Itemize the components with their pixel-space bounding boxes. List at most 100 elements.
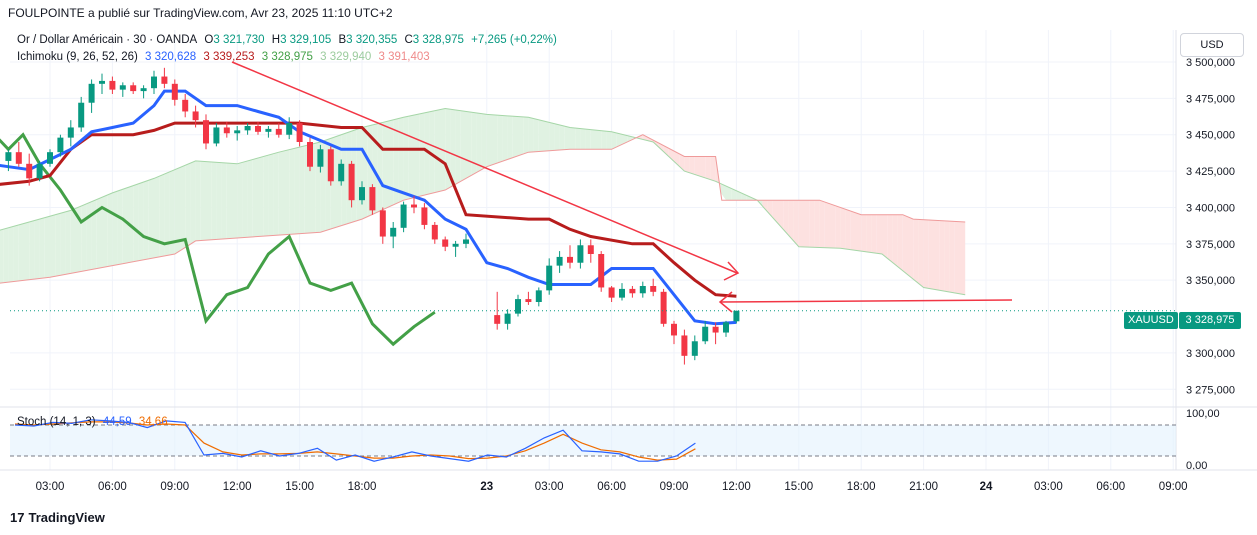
candle-body [47, 152, 53, 164]
cloud-segment [169, 169, 175, 255]
time-tick-label: 09:00 [660, 481, 689, 493]
cloud-segment [190, 160, 196, 245]
cloud-segment [195, 160, 201, 241]
time-tick-label: 09:00 [1159, 481, 1188, 493]
cloud-segment [154, 176, 160, 258]
cloud-segment [273, 152, 279, 236]
candle-body [203, 120, 209, 144]
symbol-name[interactable]: Or / Dollar Américain · 30 · OANDA [17, 34, 198, 46]
cloud-segment [3, 227, 9, 283]
cloud-segment [778, 200, 784, 230]
close-value: 3 328,975 [412, 34, 464, 46]
candle-body [442, 239, 449, 247]
cloud-segment [523, 116, 529, 154]
cloud-segment [710, 156, 716, 182]
cloud-segment [507, 115, 513, 160]
cloud-segment [455, 110, 461, 185]
cloud-segment [835, 205, 841, 249]
cloud-segment [892, 214, 898, 267]
low-value: 3 320,355 [346, 34, 398, 46]
cloud-segment [263, 155, 269, 237]
candle-body [712, 326, 719, 333]
cloud-segment [362, 126, 368, 220]
cloud-segment [538, 119, 544, 152]
cloud-segment [783, 200, 789, 236]
cloud-segment [486, 114, 492, 167]
price-tick-label: 3 400,000 [1186, 202, 1235, 214]
cloud-segment [726, 186, 732, 201]
cloud-segment [164, 171, 170, 256]
cloud-segment [668, 148, 674, 162]
candle-body [244, 126, 251, 131]
symbol-badge: XAUUSD [1124, 312, 1178, 329]
cloud-segment [570, 127, 576, 150]
cloud-segment [564, 126, 570, 150]
cloud-segment [798, 200, 804, 247]
candle-body [660, 291, 667, 324]
cloud-segment [876, 214, 882, 254]
candle-body [67, 127, 74, 138]
ichimoku-legend[interactable]: Ichimoku (9, 26, 52, 26) 3 320,628 3 339… [17, 51, 430, 63]
cloud-segment [861, 214, 867, 252]
price-tick-label: 3 275,000 [1186, 384, 1235, 396]
last-price-badge: 3 328,975 [1179, 312, 1241, 329]
cloud-segment [252, 158, 258, 237]
trend-arrow [231, 61, 738, 274]
price-tick-label: 3 375,000 [1186, 239, 1235, 251]
candle-body [348, 163, 355, 201]
candle-body [15, 152, 22, 164]
cloud-segment [902, 214, 908, 275]
candle-body [99, 80, 105, 84]
candle-body [327, 149, 334, 182]
cloud-segment [559, 124, 565, 150]
cloud-segment [512, 116, 518, 158]
cloud-segment [705, 156, 711, 180]
senkou-span-b [0, 134, 966, 284]
stoch-legend[interactable]: Stoch (14, 1, 3) 44,59 34,66 [17, 416, 168, 428]
candle-body [691, 341, 698, 356]
candle-body [411, 204, 417, 208]
candle-body [338, 163, 345, 182]
cloud-segment [377, 122, 383, 212]
cloud-segment [24, 222, 30, 281]
cloud-segment [689, 156, 695, 175]
candle-body [192, 111, 199, 121]
cloud-segment [388, 119, 394, 208]
cloud-segment [200, 161, 206, 241]
time-tick-label: 18:00 [348, 481, 377, 493]
price-tick-label: 3 450,000 [1186, 130, 1235, 142]
cloud-segment [845, 209, 851, 250]
cloud-segment [237, 162, 243, 238]
tradingview-logo[interactable]: 17 TradingView [10, 510, 105, 525]
ichimoku-name: Ichimoku (9, 26, 52, 26) [17, 51, 138, 63]
cloud-segment [299, 145, 305, 234]
cloud-segment [684, 156, 690, 173]
cloud-segment [934, 220, 940, 291]
candle-body [26, 163, 33, 179]
cloud-segment [554, 123, 560, 151]
cloud-segment [60, 211, 66, 276]
candle-body [255, 126, 261, 132]
cloud-segment [913, 219, 919, 284]
time-tick-label: 21:00 [909, 481, 938, 493]
cloud-segment [908, 216, 914, 280]
cloud-segment [278, 150, 284, 236]
time-tick-label: 03:00 [36, 481, 65, 493]
currency-button[interactable]: USD [1180, 33, 1244, 57]
cloud-segment [679, 153, 685, 172]
cloud-segment [762, 200, 768, 212]
cloud-segment [96, 197, 102, 269]
cloud-segment [258, 156, 264, 237]
cloud-segment [429, 110, 435, 194]
candle-body [140, 88, 147, 92]
cloud-segment [102, 195, 108, 268]
price-tick-label: 3 500,000 [1186, 57, 1235, 69]
candle-body [431, 224, 438, 240]
cloud-segment [497, 115, 503, 164]
cloud-segment [856, 212, 862, 252]
candle-body [650, 286, 657, 292]
cloud-segment [518, 116, 524, 156]
cloud-segment [112, 191, 118, 266]
cloud-segment [403, 116, 409, 201]
